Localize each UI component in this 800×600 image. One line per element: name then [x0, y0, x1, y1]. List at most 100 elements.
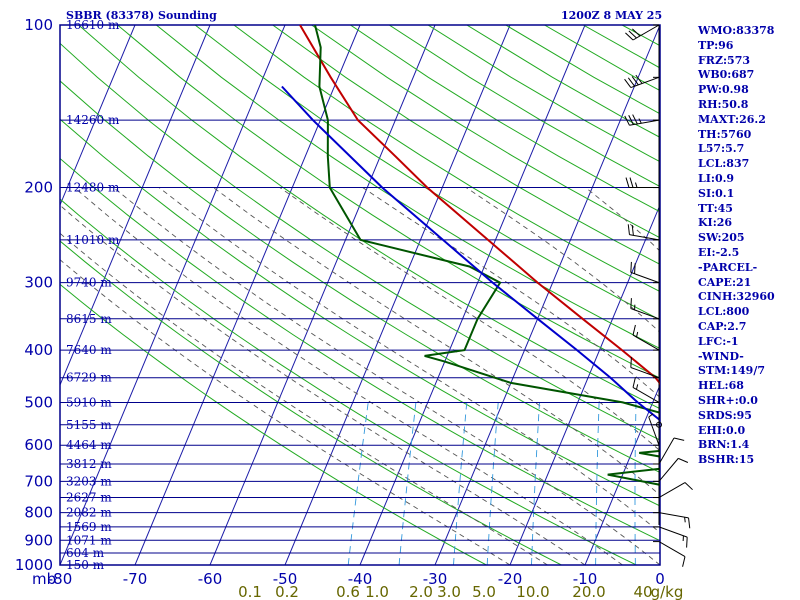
temperature-tick-label: -40 — [348, 570, 373, 588]
moist-adiabat-lines — [60, 187, 660, 565]
sounding-index-item: LI:0.9 — [698, 172, 735, 185]
sounding-index-item: SW:205 — [698, 231, 745, 245]
wind-barb — [632, 334, 660, 351]
wind-barb-flag — [684, 482, 693, 491]
temperature-tick-label: 0 — [655, 570, 665, 588]
sounding-title: SBBR (83378) Sounding — [66, 9, 217, 22]
wind-barb-flag — [625, 32, 634, 41]
wind-barb — [658, 437, 675, 465]
temperature-line — [299, 25, 660, 385]
pressure-tick-label: 800 — [24, 504, 53, 522]
wind-barb-flag — [632, 377, 636, 388]
wind-barb — [630, 76, 660, 89]
mixing-ratio-label: 0.6 — [336, 583, 360, 600]
moist-adiabat-line — [158, 187, 660, 534]
wind-barb-half — [648, 413, 654, 418]
axis-labels: 100 200 300 400 500 600 700 800 900 1000 16610 m 14… — [15, 16, 684, 600]
height-label: 6729 m — [66, 371, 112, 385]
temperature-tick-label: -80 — [48, 570, 73, 588]
sounding-time: 1200Z 8 MAY 25 — [561, 9, 662, 22]
sounding-index-item: TT:45 — [698, 201, 733, 215]
sounding-index-item: WB0:687 — [698, 68, 755, 82]
isotherm-line — [434, 25, 660, 565]
temperature-tick-label: -10 — [573, 570, 598, 588]
sounding-index-item: MAXT:26.2 — [698, 112, 766, 126]
isotherm-line — [509, 203, 660, 565]
height-label: 1071 m — [66, 533, 112, 547]
height-label: 4464 m — [66, 438, 112, 452]
isotherm-line — [60, 25, 136, 207]
x-unit-label: mb — [32, 570, 56, 588]
height-label: 604 m — [66, 546, 105, 560]
sounding-index-item: EHI:0.0 — [698, 423, 746, 437]
mixing-ratio-label: 20.0 — [572, 583, 605, 600]
wind-barb-flag — [628, 30, 637, 39]
height-label: 1569 m — [66, 520, 112, 534]
wind-barb-flag — [688, 517, 691, 529]
wind-barb — [632, 387, 660, 403]
wind-barb — [629, 119, 660, 126]
sounding-index-item: BRN:1.4 — [698, 438, 750, 452]
wind-profile — [624, 24, 693, 567]
pressure-tick-label: 1000 — [15, 556, 53, 574]
sounding-index-item: WMO:83378 — [698, 24, 775, 37]
height-label: 9740 m — [66, 276, 112, 290]
sounding-index-item: HEL:68 — [698, 379, 744, 393]
mixing-ratio-label: 0.1 — [238, 583, 262, 600]
wind-barb — [658, 482, 686, 498]
temperature-tick-label: -50 — [273, 570, 298, 588]
pressure-tick-label: 100 — [24, 16, 53, 34]
wind-barb-flag — [631, 224, 634, 236]
moist-adiabat-line — [585, 187, 660, 252]
dry-adiabat-line — [60, 80, 660, 474]
isotherm-line — [60, 25, 211, 387]
moist-adiabat-line — [362, 187, 660, 399]
isotherm-line — [584, 383, 660, 565]
height-label: 5910 m — [66, 395, 112, 409]
wind-barb — [658, 541, 686, 558]
wind-barb-flag — [631, 76, 639, 86]
wind-barb-flag — [630, 357, 632, 368]
moist-adiabat-line — [279, 187, 660, 452]
mixing-ratio-line — [595, 402, 600, 565]
height-label: 16610 m — [66, 18, 120, 32]
wind-barb-flag — [628, 115, 634, 125]
pressure-tick-label: 700 — [24, 472, 53, 490]
temperature-tick-label: -30 — [423, 570, 448, 588]
mixing-ratio-line — [453, 402, 468, 565]
sounding-index-item: CAPE:21 — [698, 275, 752, 289]
dry-adiabat-line — [60, 118, 660, 507]
isobar-lines — [60, 24, 660, 566]
temperature-tick-label: -20 — [498, 570, 523, 588]
sounding-index-item: LFC:-1 — [698, 334, 739, 348]
mixing-ratio-line — [755, 402, 764, 565]
moist-adiabat-line — [113, 187, 660, 565]
wind-barb — [658, 458, 679, 482]
sounding-index-item: CAP:2.7 — [698, 320, 747, 333]
mixing-ratio-line — [634, 402, 637, 565]
moist-adiabat-line — [74, 187, 623, 565]
pressure-tick-label: 400 — [24, 341, 53, 359]
wind-barb-flag — [630, 261, 632, 273]
mixing-ratio-label: 1.0 — [365, 583, 389, 600]
sounding-index-item: LCL:800 — [698, 305, 750, 319]
mixing-ratio-label: 2.0 — [409, 583, 433, 600]
sounding-index-item: L57:5.7 — [698, 142, 745, 156]
mixing-ratio-label: 5.0 — [472, 583, 496, 600]
mixing-ratio-line — [531, 402, 540, 565]
height-label: 150 m — [66, 558, 105, 572]
wind-barb-flag — [630, 298, 632, 309]
mixing-ratio-line — [486, 402, 499, 565]
wind-barb-flag — [627, 224, 630, 235]
wind-barb-flag — [678, 457, 689, 463]
wind-barb-flag — [635, 74, 643, 84]
wind-barb-flag — [632, 28, 641, 37]
height-label: 2082 m — [66, 506, 112, 520]
height-label: 7640 m — [66, 343, 112, 357]
wind-barb-flag — [673, 437, 685, 441]
wind-barb-flag — [624, 115, 630, 126]
height-label: 3812 m — [66, 457, 112, 471]
height-label: 3203 m — [66, 474, 112, 488]
temperature-tick-label: -60 — [198, 570, 223, 588]
pressure-tick-label: 200 — [24, 179, 53, 197]
